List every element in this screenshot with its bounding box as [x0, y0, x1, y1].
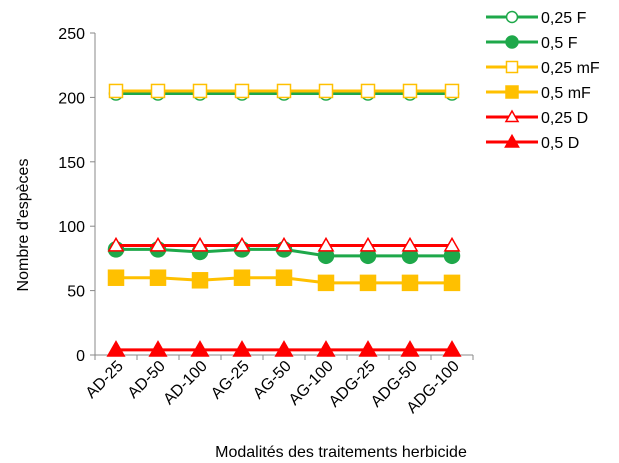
data-point	[150, 83, 166, 99]
legend: 0,25 F 0,5 F 0,25 mF 0,5 mF 0,25 D 0,5 D	[486, 10, 600, 152]
legend-marker	[505, 10, 519, 24]
series-4	[107, 269, 461, 292]
data-point	[149, 269, 167, 286]
data-point	[442, 340, 462, 357]
data-point	[233, 269, 251, 286]
data-point	[360, 83, 376, 99]
data-point	[190, 340, 210, 357]
legend-marker	[505, 35, 519, 49]
y-tick-label: 0	[76, 348, 85, 365]
y-tick-label: 50	[67, 284, 85, 301]
data-point	[234, 83, 250, 99]
data-point	[192, 83, 208, 99]
legend-item: 0,5 mF	[486, 85, 591, 102]
data-point	[359, 236, 377, 252]
data-point	[443, 236, 461, 252]
data-point	[148, 340, 168, 357]
data-point	[317, 274, 335, 292]
y-tick-label: 150	[58, 155, 85, 172]
y-axis: 0 50 100 150 200 250	[58, 26, 96, 365]
legend-item: 0,5 F	[486, 35, 578, 52]
legend-marker	[505, 85, 519, 99]
data-point	[402, 83, 418, 99]
y-tick-label: 100	[58, 219, 85, 236]
x-axis: AD-25AD-50AD-100AG-25AG-50AG-100ADG-25AD…	[83, 354, 474, 417]
data-point	[400, 340, 420, 357]
legend-marker	[505, 60, 519, 74]
data-point	[443, 274, 461, 292]
legend-label: 0,5 mF	[541, 85, 591, 102]
data-point	[401, 274, 419, 292]
series-3	[108, 83, 460, 99]
data-point	[444, 83, 460, 99]
data-point	[233, 236, 251, 252]
legend-label: 0,5 F	[541, 35, 578, 52]
data-point	[318, 83, 334, 99]
data-point	[359, 274, 377, 292]
data-point	[317, 236, 335, 252]
data-point	[276, 83, 292, 99]
legend-marker	[504, 133, 520, 148]
data-point	[358, 340, 378, 357]
y-axis-title: Nombre d'espèces	[15, 159, 32, 292]
series-5	[107, 236, 461, 252]
legend-item: 0,25 F	[486, 10, 587, 27]
legend-label: 0,5 D	[541, 135, 579, 152]
x-tick-label: AG-25	[208, 358, 253, 403]
data-point	[274, 340, 294, 357]
legend-marker	[504, 109, 520, 123]
data-point	[108, 83, 124, 99]
legend-item: 0,25 D	[486, 109, 588, 127]
legend-item: 0,5 D	[486, 133, 579, 152]
y-tick-label: 200	[58, 90, 85, 107]
data-point	[107, 236, 125, 252]
data-point	[149, 236, 167, 252]
legend-label: 0,25 D	[541, 110, 588, 127]
data-point	[401, 236, 419, 252]
legend-label: 0,25 F	[541, 10, 587, 27]
data-point	[107, 269, 125, 286]
data-point	[191, 272, 209, 289]
series-6	[106, 340, 462, 357]
x-tick-label: AD-25	[83, 358, 127, 402]
series-layer	[106, 83, 462, 357]
legend-label: 0,25 mF	[541, 60, 600, 77]
data-point	[316, 340, 336, 357]
x-axis-title: Modalités des traitements herbicide	[215, 444, 467, 461]
data-point	[232, 340, 252, 357]
x-tick-label: AD-100	[160, 358, 210, 408]
y-tick-label: 250	[58, 26, 85, 43]
data-point	[275, 269, 293, 286]
data-point	[106, 340, 126, 357]
legend-item: 0,25 mF	[486, 60, 600, 77]
data-point	[191, 236, 209, 252]
data-point	[275, 236, 293, 252]
